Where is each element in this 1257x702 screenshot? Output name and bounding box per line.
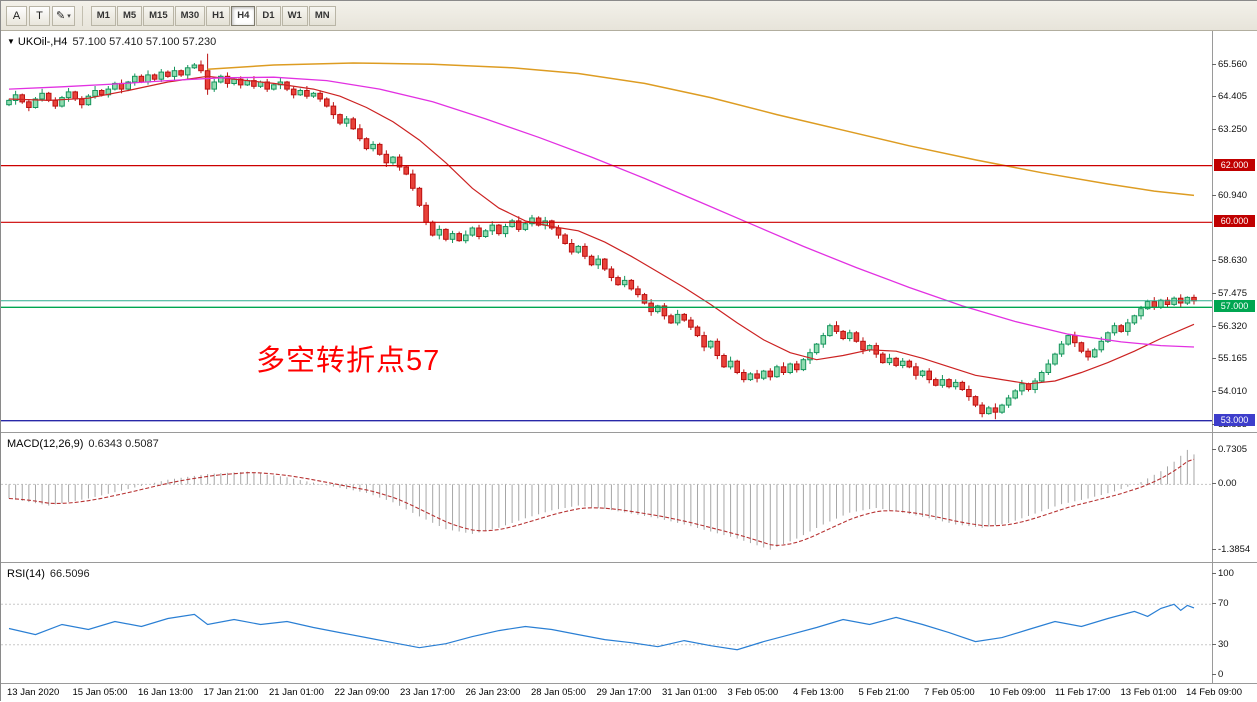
x-axis-label: 31 Jan 01:00 [662, 687, 717, 698]
x-axis-label: 29 Jan 17:00 [596, 687, 652, 698]
x-axis-label: 11 Feb 17:00 [1055, 687, 1111, 698]
timeframe-button-h1[interactable]: H1 [206, 5, 231, 26]
ma-line-slow-orange [207, 62, 1195, 197]
toolbar: A T ✎ ▾ M1 M5 M15 M30 H1 H4 D1 W1 MN [1, 1, 1257, 31]
price-axis-label: 63.250 [1211, 124, 1248, 136]
x-axis-label: 23 Jan 17:00 [400, 687, 455, 698]
rsi-label: RSI(14) [7, 568, 45, 580]
timeframe-button-m30[interactable]: M30 [174, 5, 206, 26]
chart-annotation-text[interactable]: 多空转折点57 [256, 345, 441, 377]
macd-label: MACD(12,26,9) [7, 438, 84, 450]
macd-histogram [8, 449, 1195, 550]
x-axis-label: 4 Feb 13:00 [793, 687, 844, 698]
rsi-axis-label: 30 [1212, 638, 1229, 650]
rsi-value: 66.5096 [49, 568, 90, 580]
x-axis-label: 28 Jan 05:00 [531, 687, 586, 698]
macd-signal-line [8, 458, 1195, 546]
tool-button-group: A T ✎ ▾ [6, 5, 75, 26]
x-axis-label: 26 Jan 23:00 [465, 687, 521, 698]
x-axis-label: 13 Jan 2020 [7, 687, 60, 698]
x-axis-label: 7 Feb 05:00 [924, 687, 975, 698]
macd-panel: MACD(12,26,9) 0.6343 0.5087 0.7305 0.00 -1.… [1, 432, 1257, 562]
price-badge-57.000[interactable]: 57.000 [1214, 300, 1255, 313]
timeframe-button-m15[interactable]: M15 [143, 5, 174, 26]
ma-line-fast-red [8, 75, 1195, 385]
rsi-axis[interactable]: 100 70 30 0 [1211, 563, 1257, 683]
macd-plot[interactable] [1, 433, 1212, 563]
rsi-axis-label: 70 [1212, 598, 1229, 610]
macd-values: 0.6343 0.5087 [88, 438, 159, 450]
chart-ohlc-values: 57.100 57.410 57.100 57.230 [72, 36, 217, 48]
text-tool-button[interactable]: T [29, 5, 50, 26]
price-axis-label: 57.475 [1211, 287, 1248, 299]
x-axis-label: 16 Jan 13:00 [138, 687, 193, 698]
macd-axis[interactable]: 0.7305 0.00 -1.3854 [1211, 433, 1257, 562]
rsi-axis-label: 0 [1211, 668, 1224, 680]
price-axis-label: 65.560 [1211, 58, 1248, 70]
price-axis-label: 54.010 [1211, 386, 1248, 398]
price-axis-label: 55.165 [1211, 353, 1248, 365]
rsi-line [8, 603, 1195, 651]
rsi-plot[interactable] [1, 563, 1212, 684]
chart-title: ▼ UKOil-,H4 57.100 57.410 57.100 57.230 [7, 36, 216, 48]
draw-tool-dropdown-button[interactable]: ✎ ▾ [52, 5, 75, 26]
price-badge-53.000[interactable]: 53.000 [1214, 413, 1255, 426]
cursor-tool-button[interactable]: A [6, 5, 27, 26]
price-axis-label: 56.320 [1211, 320, 1248, 332]
x-axis-label: 3 Feb 05:00 [727, 687, 779, 698]
rsi-title: RSI(14) 66.5096 [7, 568, 90, 580]
toolbar-separator [81, 5, 83, 26]
chart-collapse-icon[interactable]: ▼ [7, 37, 15, 46]
timeframe-button-d1[interactable]: D1 [256, 5, 281, 26]
x-axis-label: 13 Feb 01:00 [1120, 687, 1177, 698]
price-axis-label: 58.630 [1211, 255, 1248, 267]
macd-title: MACD(12,26,9) 0.6343 0.5087 [7, 438, 159, 450]
x-axis-label: 17 Jan 21:00 [203, 687, 259, 698]
x-axis-label: 22 Jan 09:00 [334, 687, 390, 698]
rsi-panel: RSI(14) 66.5096 100 70 30 0 [1, 562, 1257, 683]
x-axis-label: 21 Jan 01:00 [269, 687, 324, 698]
timeframe-button-m1[interactable]: M1 [90, 5, 116, 26]
x-axis-label: 15 Jan 05:00 [72, 687, 128, 698]
main-chart-plot[interactable] [1, 31, 1212, 432]
time-axis[interactable]: 13 Jan 2020 15 Jan 05:00 16 Jan 13:00 17 Ja… [1, 683, 1257, 702]
timeframe-button-mn[interactable]: MN [308, 5, 336, 26]
candlestick-series [6, 53, 1197, 420]
price-axis-label: 64.405 [1211, 91, 1248, 103]
main-chart-panel: ▼ UKOil-,H4 57.100 57.410 57.100 57.230 多空… [1, 31, 1257, 432]
timeframe-button-group: M1 M5 M15 M30 H1 H4 D1 W1 MN [90, 5, 337, 26]
macd-axis-label: 0.7305 [1211, 443, 1248, 455]
price-axis[interactable]: 65.560 64.405 63.250 60.940 58.630 57.475 56.3… [1211, 31, 1257, 432]
macd-axis-label: -1.3854 [1211, 543, 1251, 555]
timeframe-button-h4[interactable]: H4 [231, 5, 256, 26]
price-badge-62.000[interactable]: 62.000 [1214, 158, 1255, 171]
price-axis-label: 60.940 [1211, 189, 1248, 201]
chart-symbol-period: UKOil-,H4 [17, 36, 68, 48]
x-axis-label: 5 Feb 21:00 [858, 687, 910, 698]
timeframe-button-w1[interactable]: W1 [281, 5, 308, 26]
dropdown-caret-icon: ▾ [67, 12, 71, 20]
price-badge-60.000[interactable]: 60.000 [1214, 215, 1255, 228]
timeframe-button-m5[interactable]: M5 [116, 5, 143, 26]
x-axis-label: 10 Feb 09:00 [989, 687, 1046, 698]
macd-axis-label: 0.00 [1212, 478, 1237, 490]
x-axis-label: 14 Feb 09:00 [1186, 687, 1242, 698]
rsi-axis-label: 100 [1212, 568, 1234, 580]
ma-line-mid-magenta [8, 76, 1195, 348]
